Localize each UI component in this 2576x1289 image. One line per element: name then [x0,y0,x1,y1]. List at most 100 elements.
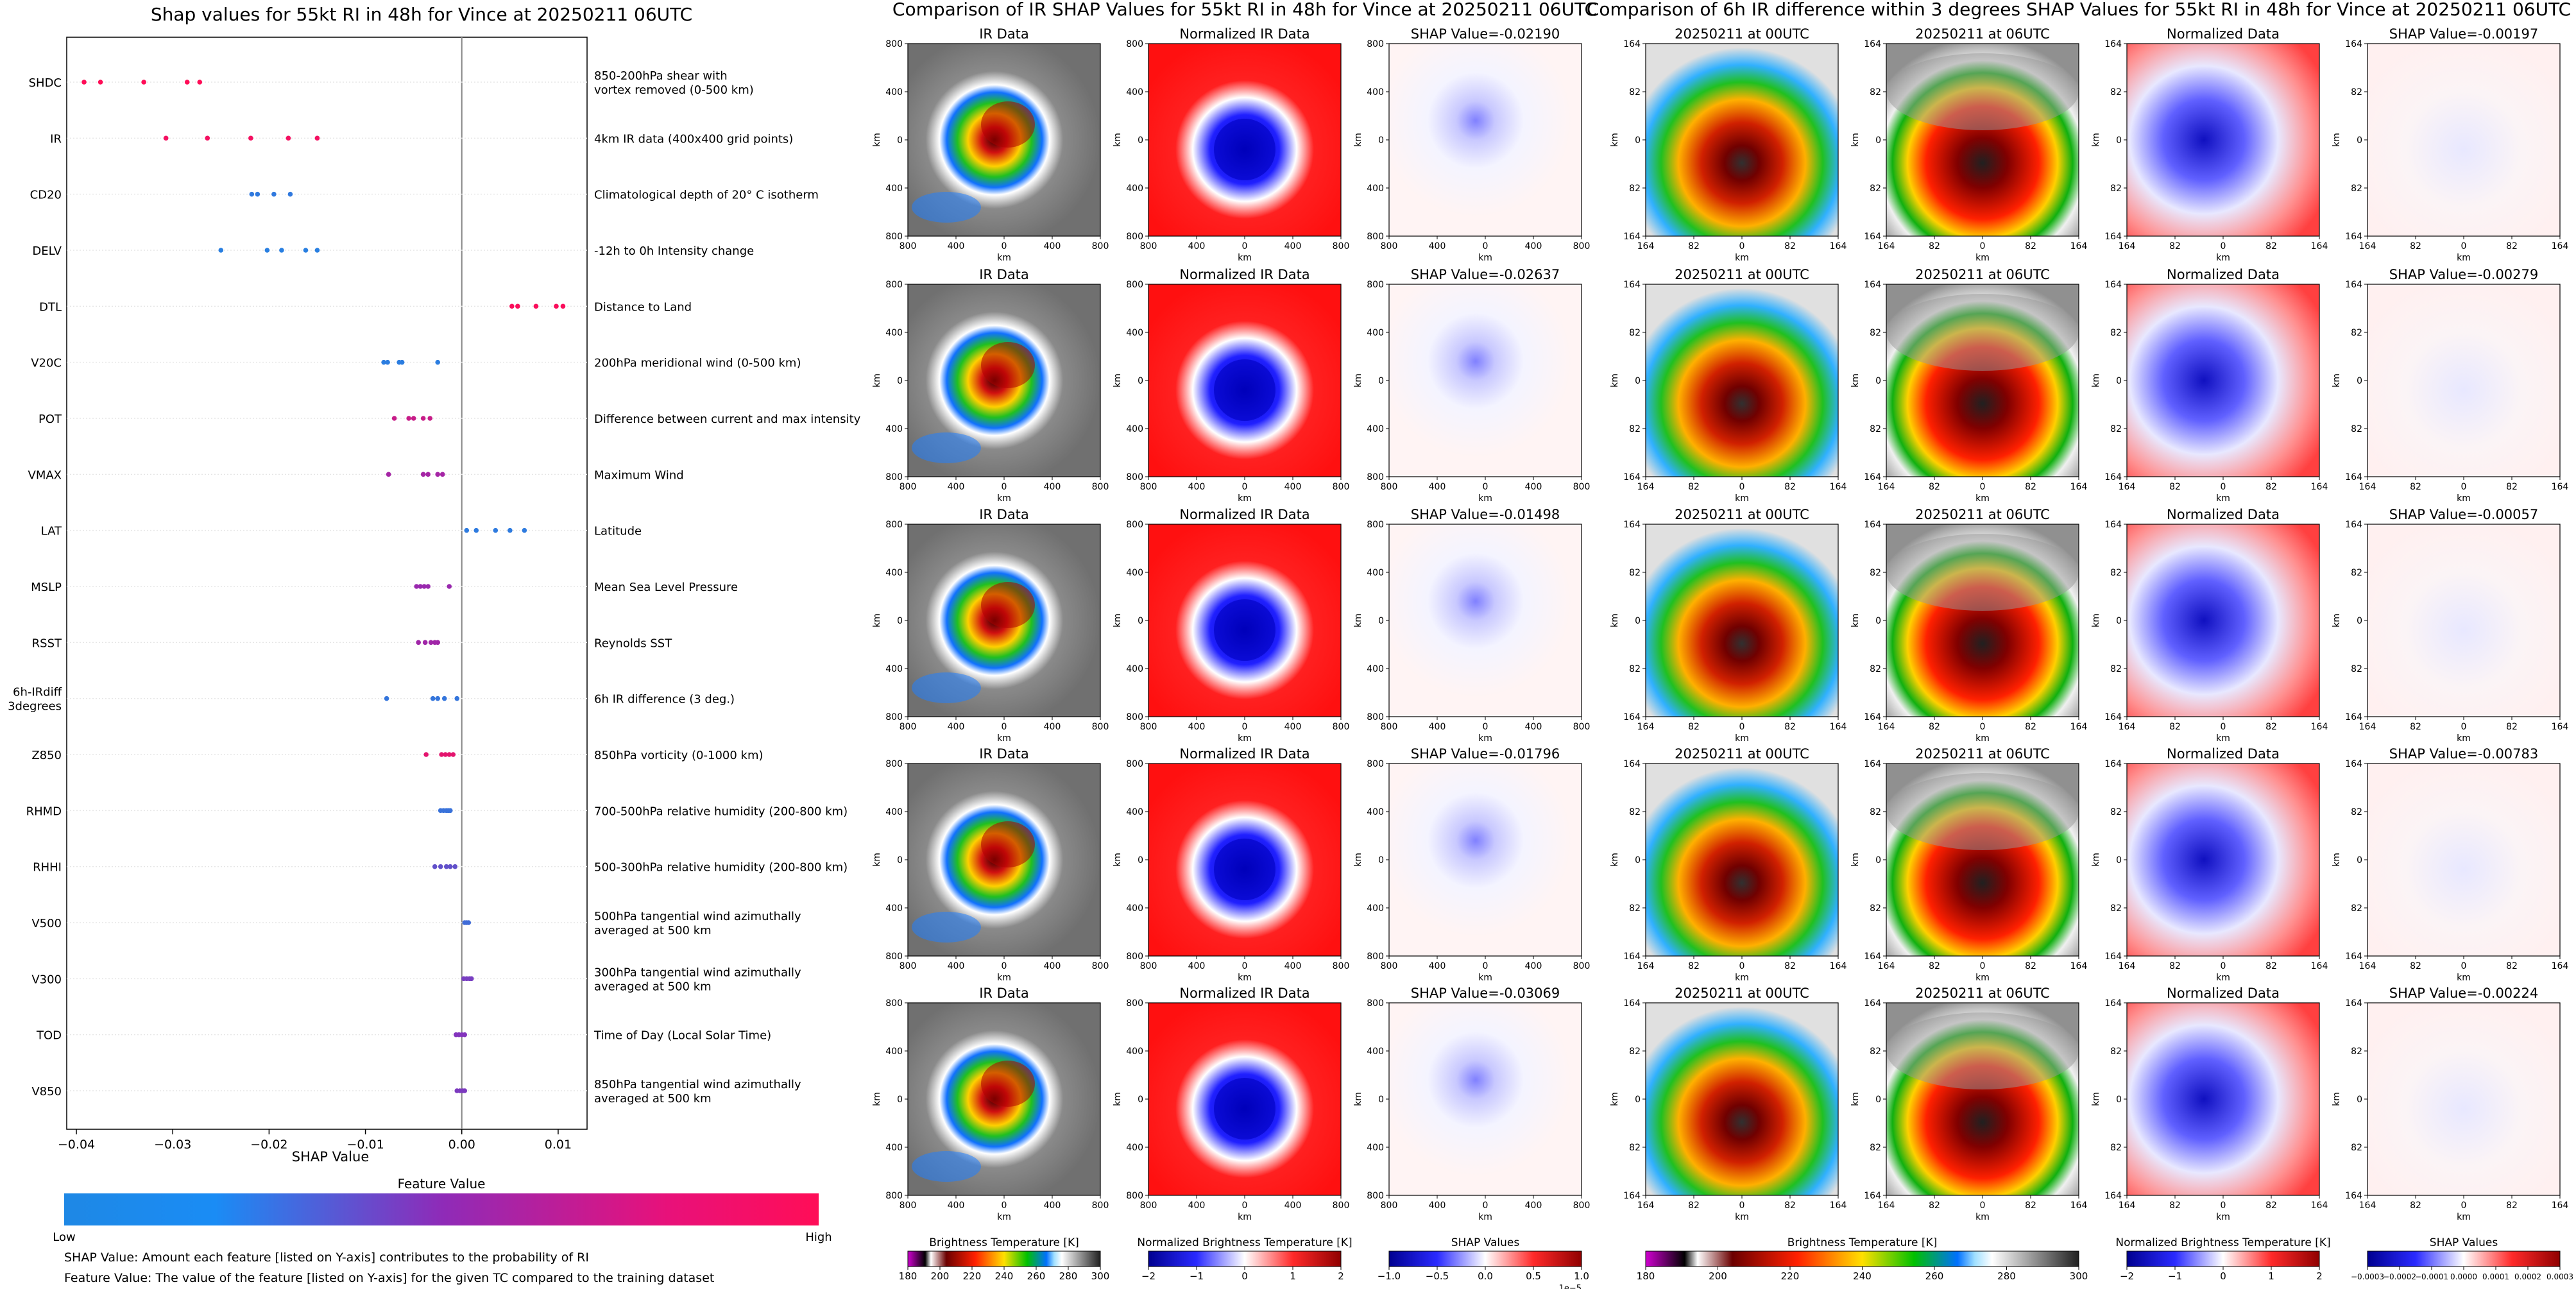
y-tick-label: 400 [885,807,903,817]
subplot-image [1389,284,1582,477]
shap-point [197,80,203,85]
y-tick-label: 400 [1367,568,1384,578]
y-tick-label: 800 [1367,39,1384,49]
feature-description: -12h to 0h Intensity change [594,244,754,258]
shap-point [447,752,452,757]
x-tick-label: 800 [1333,482,1350,492]
subplot-image [1389,524,1582,717]
x-tick-label: 800 [1381,961,1398,971]
y-tick-label: 400 [1126,87,1143,98]
y-tick-label: 82 [1870,903,1881,914]
x-tick-label: 164 [1637,722,1655,732]
x-tick-label: 164 [2552,241,2569,252]
x-tick-label: 400 [948,482,965,492]
y-tick-label: 800 [1126,520,1143,530]
subplot-image [2127,44,2319,236]
x-tick-label: 164 [1878,1200,1895,1211]
x-tick-label: 400 [1284,961,1302,971]
shap-point [420,472,426,477]
y-tick-label: 0 [897,376,903,386]
x-tick-label: 800 [1573,961,1591,971]
y-tick-label: 0 [1378,1095,1384,1105]
subplot-image [2127,1003,2319,1195]
x-tick-label: 0 [2221,482,2226,492]
x-tick-label: 82 [2025,1200,2036,1211]
x-tick-label: 164 [2070,482,2088,492]
subplot-title: SHAP Value=-0.03069 [1411,986,1560,1001]
colorbar-tick-label: 240 [1853,1270,1872,1282]
ir-panel-title: Comparison of IR SHAP Values for 55kt RI… [892,0,1597,20]
shap-point [248,135,253,141]
x-tick-label: 0 [2221,722,2226,732]
storm-core-shape [981,101,1035,148]
beeswarm-title: Shap values for 55kt RI in 48h for Vince… [151,4,692,25]
x-axis-label: km [997,493,1011,504]
x-tick-label: 164 [1878,241,1895,252]
x-tick-label: 164 [2311,1200,2328,1211]
x-tick-label: 800 [1333,722,1350,732]
feature-description: Reynolds SST [594,636,672,650]
colorbar-tick-label: 0.0 [1478,1270,1493,1282]
subplot-image [2367,284,2560,477]
subplot-title: 20250211 at 00UTC [1675,746,1809,762]
shap-point [249,191,255,197]
x-tick-label: 800 [1381,722,1398,732]
subplot-image [1646,284,1838,477]
subplot-title: Normalized IR Data [1179,267,1309,282]
y-tick-label: 800 [885,998,903,1009]
x-tick-label: 82 [1784,1200,1796,1211]
feature-description: Time of Day (Local Solar Time) [593,1029,771,1043]
x-tick-label: 800 [900,1200,917,1211]
shap-point [468,976,474,982]
y-axis-label: km [872,853,882,867]
colorbar [1388,1251,1582,1267]
y-tick-label: 400 [1126,903,1143,914]
x-tick-label: 164 [1637,961,1655,971]
y-axis-label: km [2091,373,2101,388]
y-tick-label: 164 [2104,998,2122,1009]
colorbar-tick-label: −1 [2168,1270,2182,1282]
shap-point [452,864,458,869]
x-tick-label: 800 [1573,482,1591,492]
shap-point [418,584,423,589]
y-tick-label: 800 [885,1191,903,1201]
colorbar-tick-label: 0.0000 [2450,1272,2477,1281]
diff-panel-grid: 20250211 at 00UTC 164 82 0 82 164 164 82 0 82 164 k… [1610,26,2573,1282]
x-tick-label: 0 [1242,241,1248,252]
x-tick-label: 82 [2169,1200,2181,1211]
x-tick-label: 800 [1092,1200,1109,1211]
y-tick-label: 400 [1367,903,1384,914]
y-tick-label: 82 [2110,903,2122,914]
x-tick-label: 164 [2070,241,2088,252]
y-tick-label: 400 [1126,328,1143,338]
colorbar-tick-label: 1.0 [1574,1270,1589,1282]
colorbar-tick-label: 0.0003 [2546,1272,2573,1281]
y-tick-label: 164 [1864,1191,1881,1201]
colorbar-tick-label: 260 [1027,1270,1046,1282]
feature-label: V20C [31,357,62,370]
shap-point [264,248,270,253]
subplot-title: SHAP Value=-0.00197 [2389,26,2539,42]
colorbar [2367,1251,2561,1267]
y-axis-label: km [1850,133,1861,147]
beeswarm-x-label: SHAP Value [292,1149,370,1165]
colorbar-tick-label: 0 [2220,1270,2226,1282]
x-tick-label: 0 [1002,482,1007,492]
y-tick-label: 800 [885,759,903,769]
shap-point [447,584,452,589]
x-tick-label: 0 [1483,482,1488,492]
y-tick-label: 164 [1623,712,1641,722]
y-tick-label: 400 [1367,424,1384,434]
y-tick-label: 400 [885,1046,903,1057]
y-tick-label: 82 [2351,87,2362,98]
y-tick-label: 800 [885,520,903,530]
y-tick-label: 0 [1138,376,1143,386]
subplot-image [1389,1003,1582,1195]
x-tick-label: 164 [1878,722,1895,732]
x-tick-label: 800 [1140,1200,1157,1211]
y-tick-label: 800 [1126,952,1143,962]
y-tick-label: 800 [885,232,903,242]
feature-label: V300 [31,973,62,986]
storm-core-shape [1214,1078,1275,1140]
x-tick-label: 400 [948,961,965,971]
